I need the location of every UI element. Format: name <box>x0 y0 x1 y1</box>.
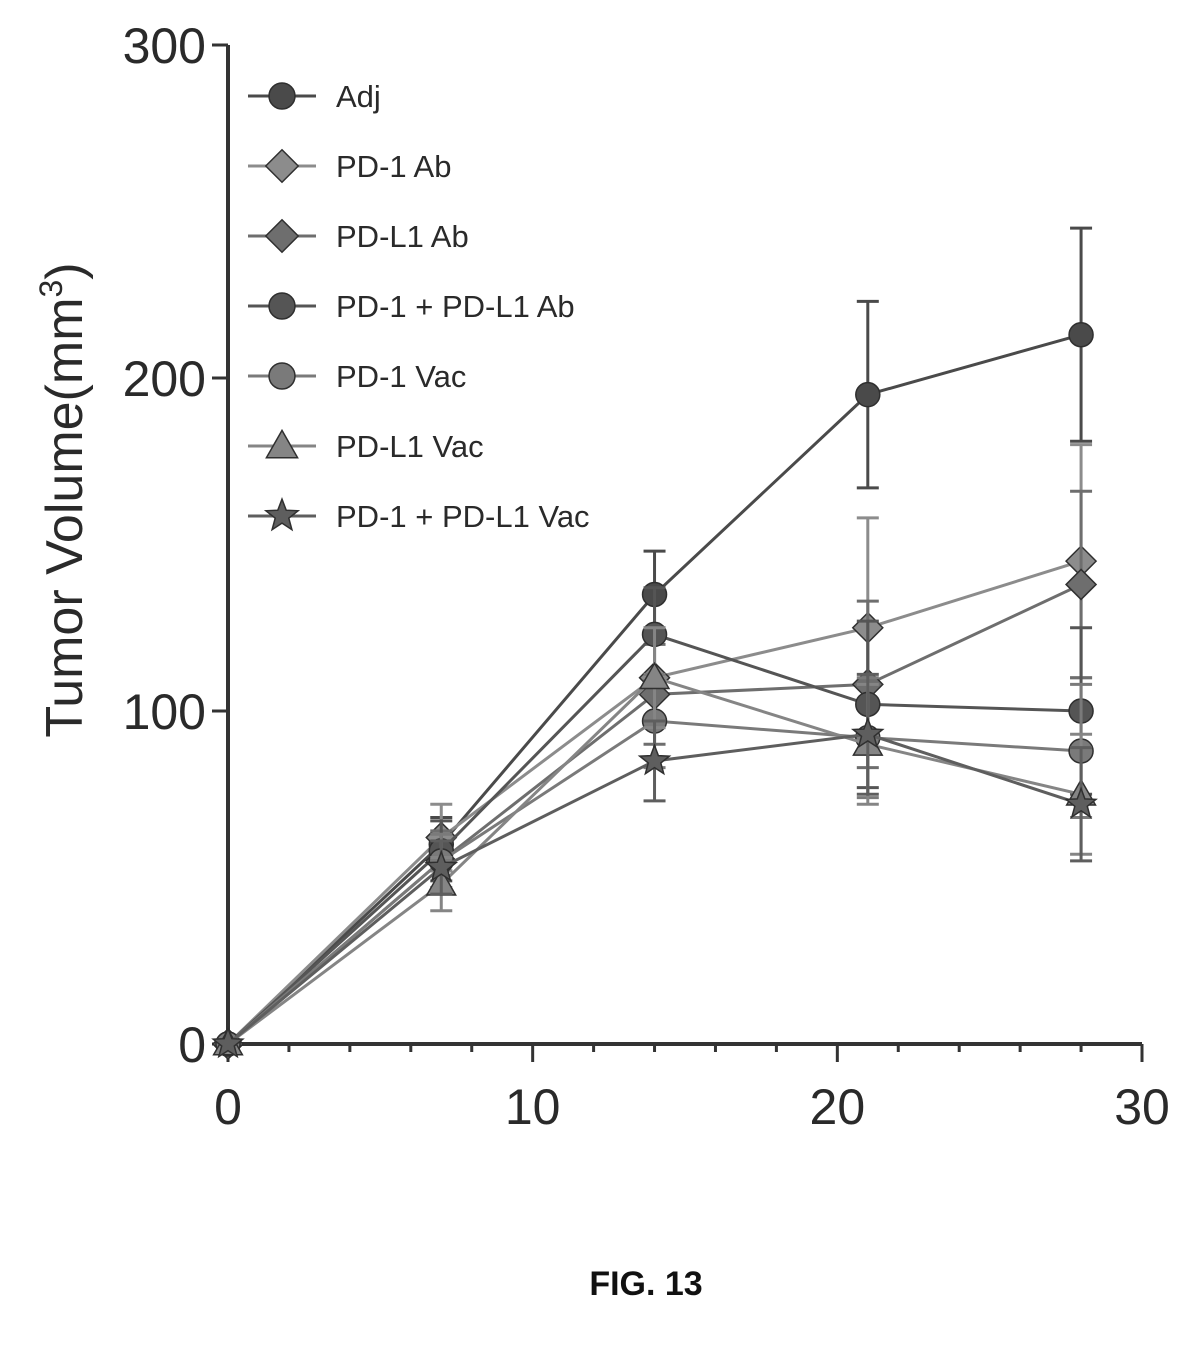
legend-item: PD-1 + PD-L1 Vac <box>248 496 590 534</box>
x-tick-label: 30 <box>1114 1079 1170 1135</box>
y-axis-title-superscript: 3 <box>33 280 69 298</box>
legend-item: PD-1 Vac <box>248 359 466 394</box>
data-point <box>855 381 881 408</box>
series-layer <box>211 226 1098 1061</box>
x-tick-label: 0 <box>214 1079 242 1135</box>
legend-marker <box>268 362 296 390</box>
data-point <box>424 849 459 882</box>
data-point <box>850 716 885 749</box>
y-tick-label: 200 <box>123 351 206 407</box>
legend-marker <box>264 218 300 254</box>
y-axis-title: Tumor Volume(mm3) <box>33 262 94 737</box>
series-6 <box>212 626 1097 1056</box>
legend-item: Adj <box>248 79 381 114</box>
y-tick-label: 100 <box>123 684 206 740</box>
legend-item: PD-L1 Vac <box>248 428 484 464</box>
legend-label: PD-L1 Ab <box>336 219 469 254</box>
data-point <box>211 1026 245 1059</box>
legend-item: PD-L1 Ab <box>248 218 469 254</box>
data-point <box>1064 786 1098 819</box>
figure-caption: FIG. 13 <box>589 1265 702 1303</box>
legend-label: PD-1 + PD-L1 Vac <box>336 499 590 534</box>
y-tick-label: 0 <box>178 1017 206 1073</box>
legend-marker <box>268 292 296 320</box>
y-tick-label: 300 <box>123 18 206 74</box>
legend-label: PD-1 Ab <box>336 149 451 184</box>
data-point <box>1065 568 1098 601</box>
legend-label: Adj <box>336 79 381 114</box>
x-tick-label: 20 <box>810 1079 866 1135</box>
series-7 <box>211 672 1098 1059</box>
legend-label: PD-1 Vac <box>336 359 466 394</box>
legend-item: PD-1 Ab <box>248 148 451 184</box>
legend-marker <box>265 428 299 459</box>
data-point <box>637 743 672 776</box>
data-point <box>638 661 671 690</box>
x-tick-label: 10 <box>505 1079 561 1135</box>
data-point <box>1068 321 1094 348</box>
y-axis-title-close: ) <box>36 262 94 279</box>
legend-label: PD-L1 Vac <box>336 429 484 464</box>
y-axis-title-text: Tumor Volume(mm <box>36 297 94 737</box>
legend-marker <box>268 82 296 110</box>
legend-marker <box>263 496 301 532</box>
legend: Adj PD-1 Ab PD-L1 Ab PD-1 + PD-L1 Ab PD-1 Va… <box>248 79 590 534</box>
legend-label: PD-1 + PD-L1 Ab <box>336 289 575 324</box>
legend-item: PD-1 + PD-L1 Ab <box>248 289 575 324</box>
legend-marker <box>264 148 300 184</box>
